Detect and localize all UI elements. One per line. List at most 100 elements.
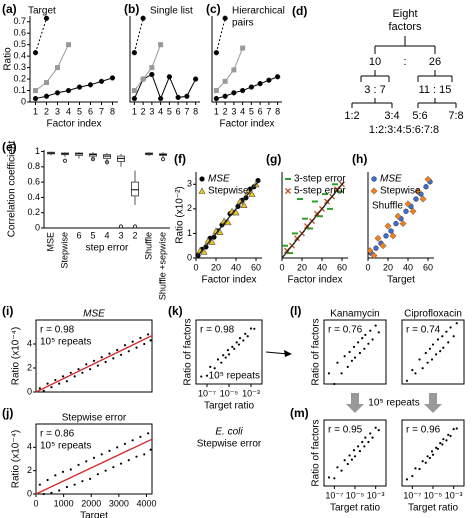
point <box>424 461 427 464</box>
point <box>232 208 240 216</box>
y-axis-label: Correlation coefficient <box>7 141 18 238</box>
panel-label: (e) <box>2 140 17 154</box>
point <box>449 434 452 438</box>
point <box>421 367 424 370</box>
point <box>367 342 370 345</box>
point <box>237 343 241 346</box>
y-tick-label: 0.4 <box>13 51 26 61</box>
point <box>135 346 138 349</box>
x-tick-label: 6 <box>76 230 81 240</box>
x-tick-label: 8 <box>275 106 280 116</box>
y-axis-label: Ratio (x10⁻⁴) <box>11 327 22 385</box>
point <box>411 474 414 478</box>
point <box>442 438 445 441</box>
tree-branch <box>351 98 457 108</box>
point <box>81 371 84 374</box>
line <box>133 18 144 53</box>
outlier <box>90 157 96 162</box>
point <box>231 345 234 349</box>
x-tick-label: 2 <box>44 106 49 116</box>
organism: E. coli <box>215 427 243 438</box>
point <box>208 238 216 245</box>
y-axis-label: Ratio <box>3 47 14 71</box>
panel-title: Target <box>28 6 56 17</box>
point <box>377 331 380 334</box>
point <box>92 456 96 459</box>
point <box>363 445 366 448</box>
point <box>123 344 127 347</box>
point <box>367 440 370 444</box>
line <box>35 18 47 53</box>
point <box>200 375 203 378</box>
point <box>441 335 444 338</box>
point <box>140 15 146 21</box>
point <box>414 372 417 375</box>
legend-marker <box>370 187 378 195</box>
y-tick-label: 1 <box>35 146 40 156</box>
x-tick-label: 0 <box>33 498 38 508</box>
point <box>377 429 380 432</box>
point <box>424 175 432 183</box>
annotation: 10⁵ repeats <box>40 337 91 348</box>
legend-label: MSE <box>208 174 230 185</box>
panel-title: Hierarchical <box>232 6 285 17</box>
point <box>131 50 138 56</box>
x-tick-label: 2 <box>141 106 146 116</box>
point <box>123 442 127 445</box>
point <box>333 382 336 386</box>
panel-label: (d) <box>292 4 307 18</box>
tree-node: 5:6 <box>412 110 427 122</box>
tree-diagram: (d) Eight factors 10 : 26 3 : 7 11 : 15 … <box>292 4 464 136</box>
annotation: Shuffle <box>372 201 403 212</box>
panel-label: (a) <box>2 2 17 16</box>
arrow-label: 10⁵ repeats <box>368 398 419 409</box>
point <box>184 93 190 99</box>
point <box>127 459 130 462</box>
point <box>238 337 242 340</box>
point <box>213 50 220 56</box>
tree-title: Eight <box>392 8 417 20</box>
point <box>340 372 343 375</box>
point <box>216 228 224 235</box>
x-axis-label: Target ratio <box>330 503 380 514</box>
point <box>54 90 61 96</box>
point <box>33 88 38 94</box>
point <box>413 196 419 202</box>
gray-arrow <box>346 393 364 413</box>
y-tick-label: 0 <box>27 386 32 396</box>
y-axis-label: Ratio of factors <box>311 419 322 486</box>
point <box>348 454 351 457</box>
tree-node: 10 <box>369 56 381 68</box>
point <box>166 74 173 80</box>
method: Stepwise error <box>197 439 262 450</box>
point <box>119 353 123 356</box>
outlier <box>104 160 110 165</box>
point <box>65 380 69 383</box>
line <box>216 47 244 91</box>
y-tick-label: 0.8 <box>27 161 40 171</box>
point <box>227 353 231 356</box>
x-axis-label: Target ratio <box>204 401 254 412</box>
x-tick-label: 3 <box>231 106 236 116</box>
point <box>426 361 429 364</box>
point <box>340 469 343 472</box>
annotation: 10⁵ repeats <box>40 441 91 452</box>
point <box>257 81 263 87</box>
y-tick-label: 0 <box>35 222 40 232</box>
point <box>131 95 138 102</box>
panel-label: (c) <box>206 2 221 16</box>
box <box>131 181 139 197</box>
point <box>266 77 272 83</box>
tree-node: 26 <box>429 56 441 68</box>
point <box>379 242 387 250</box>
annotation: r = 0.86 <box>40 429 75 440</box>
point <box>69 468 72 471</box>
panel-title: Single list <box>150 6 193 17</box>
legend-label: Stepwise <box>208 186 249 197</box>
point <box>139 435 142 438</box>
point <box>336 466 339 469</box>
point <box>143 342 146 346</box>
point <box>346 365 349 369</box>
point <box>274 74 281 80</box>
y-tick-label: 0 <box>21 96 26 106</box>
